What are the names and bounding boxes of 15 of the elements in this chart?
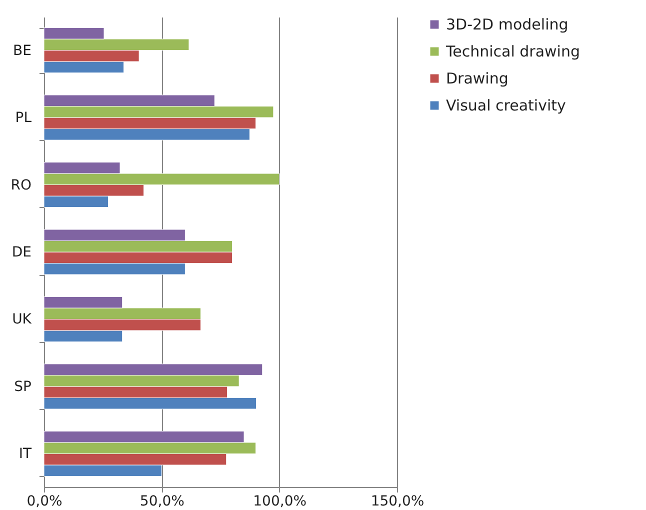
y-tick-label: PL [15,110,32,126]
y-tick-label: IT [18,446,32,462]
legend-label: 3D-2D modeling [446,16,568,34]
y-tick-label: RO [10,177,32,194]
x-tick-label: 150,0% [370,494,424,510]
y-tick-label: UK [12,312,32,328]
x-tick-label: 50,0% [140,494,184,510]
legend-label: Technical drawing [445,42,580,60]
y-tick-label: BE [13,42,32,59]
legend-label: Visual creativity [446,96,566,114]
legend-label: Drawing [446,70,508,88]
y-tick-label: SP [14,378,32,395]
x-tick-label: 100,0% [253,494,307,510]
x-tick-label: 0,0% [26,494,62,510]
y-tick-label: DE [12,244,32,260]
